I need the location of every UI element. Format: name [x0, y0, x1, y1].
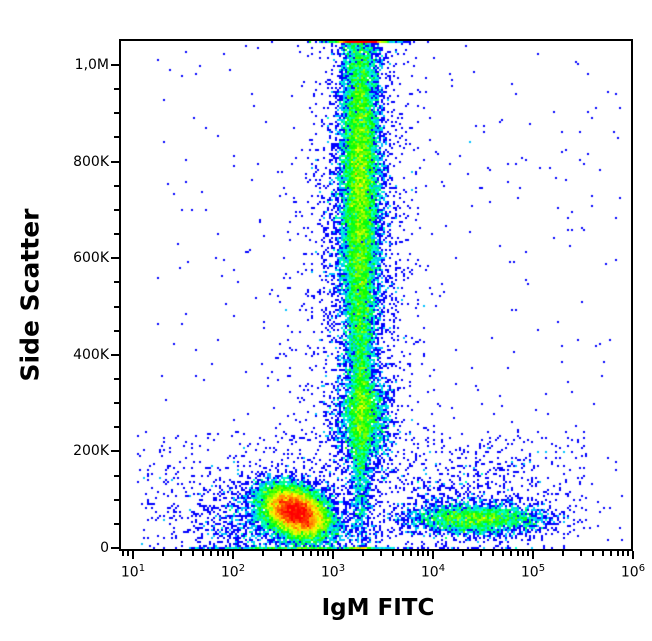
x-minor-tick: [416, 551, 419, 556]
x-minor-tick: [201, 551, 204, 556]
x-minor-tick: [379, 551, 382, 556]
y-minor-tick: [114, 112, 119, 115]
y-minor-tick: [114, 281, 119, 284]
y-minor-tick: [114, 208, 119, 211]
x-minor-tick: [309, 551, 312, 556]
x-minor-tick: [227, 551, 230, 556]
x-tick-exponent: 3: [338, 563, 346, 574]
x-major-tick: [532, 551, 534, 559]
x-minor-tick: [127, 551, 130, 556]
x-tick-exponent: 5: [538, 563, 546, 574]
y-minor-tick: [114, 522, 119, 525]
x-tick-exponent: 6: [638, 563, 646, 574]
x-minor-tick: [462, 551, 465, 556]
y-minor-tick: [114, 88, 119, 91]
x-axis-title: IgM FITC: [321, 595, 435, 621]
x-major-tick: [332, 551, 334, 559]
x-minor-tick: [279, 551, 282, 556]
x-tick-label: 101: [120, 563, 146, 581]
x-minor-tick: [479, 551, 482, 556]
x-major-tick: [132, 551, 134, 559]
x-major-tick: [632, 551, 634, 559]
y-minor-tick: [114, 184, 119, 187]
x-minor-tick: [527, 551, 530, 556]
x-minor-tick: [327, 551, 330, 556]
x-minor-tick: [522, 551, 525, 556]
y-tick-label: 200K: [73, 443, 109, 460]
x-minor-tick: [401, 551, 404, 556]
x-minor-tick: [427, 551, 430, 556]
x-minor-tick: [627, 551, 630, 556]
x-minor-tick: [222, 551, 225, 556]
x-minor-tick: [601, 551, 604, 556]
y-tick-label: 400K: [73, 346, 109, 363]
x-minor-tick: [422, 551, 425, 556]
x-minor-tick: [192, 551, 195, 556]
x-tick-label: 106: [620, 563, 646, 581]
x-minor-tick: [409, 551, 412, 556]
y-tick-label: 1,0M: [74, 57, 109, 73]
y-minor-tick: [114, 402, 119, 405]
x-tick-exponent: 4: [438, 563, 446, 574]
x-minor-tick: [262, 551, 265, 556]
x-tick-label: 104: [420, 563, 446, 581]
x-minor-tick: [362, 551, 365, 556]
y-minor-tick: [114, 474, 119, 477]
x-tick-label: 103: [320, 563, 346, 581]
x-minor-tick: [392, 551, 395, 556]
x-minor-tick: [516, 551, 519, 556]
x-minor-tick: [616, 551, 619, 556]
x-minor-tick: [162, 551, 165, 556]
x-minor-tick: [501, 551, 504, 556]
x-minor-tick: [301, 551, 304, 556]
x-minor-tick: [492, 551, 495, 556]
y-tick-label: 800K: [73, 153, 109, 170]
y-major-tick: [111, 547, 119, 549]
y-minor-tick: [114, 136, 119, 139]
x-minor-tick: [122, 551, 125, 556]
x-major-tick: [232, 551, 234, 559]
y-major-tick: [111, 450, 119, 453]
y-minor-tick: [114, 329, 119, 332]
plot-area: [119, 39, 633, 551]
x-minor-tick: [609, 551, 612, 556]
y-tick-label: 0: [100, 540, 109, 556]
y-minor-tick: [114, 377, 119, 380]
x-tick-label: 105: [520, 563, 546, 581]
x-minor-tick: [579, 551, 582, 556]
x-minor-tick: [509, 551, 512, 556]
y-minor-tick: [114, 233, 119, 236]
x-minor-tick: [622, 551, 625, 556]
y-major-tick: [111, 64, 119, 66]
x-minor-tick: [209, 551, 212, 556]
y-major-tick: [111, 160, 119, 163]
y-tick-label: 600K: [73, 250, 109, 267]
density-dot-plot: [121, 41, 631, 549]
y-minor-tick: [114, 498, 119, 501]
x-minor-tick: [216, 551, 219, 556]
x-minor-tick: [316, 551, 319, 556]
x-major-tick: [432, 551, 434, 559]
y-minor-tick: [114, 426, 119, 429]
y-major-tick: [111, 353, 119, 356]
x-minor-tick: [179, 551, 182, 556]
y-minor-tick: [114, 305, 119, 308]
x-minor-tick: [562, 551, 565, 556]
x-tick-exponent: 2: [238, 563, 246, 574]
x-minor-tick: [322, 551, 325, 556]
x-minor-tick: [592, 551, 595, 556]
x-tick-exponent: 1: [138, 563, 146, 574]
y-major-tick: [111, 257, 119, 260]
x-minor-tick: [292, 551, 295, 556]
x-tick-label: 102: [220, 563, 246, 581]
